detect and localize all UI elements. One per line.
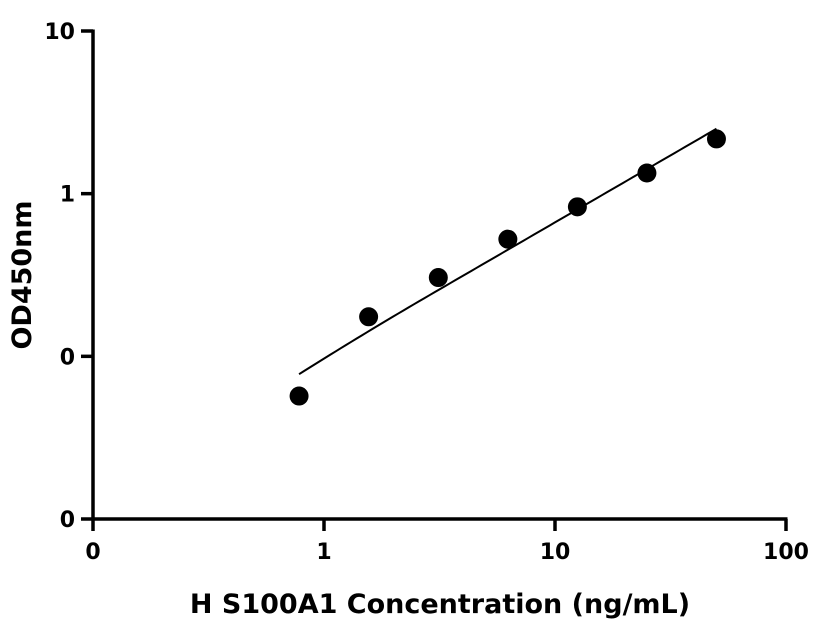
- x-tick-label-2: 10: [540, 540, 571, 565]
- data-point-4: [567, 197, 587, 217]
- data-point-2: [428, 268, 448, 288]
- x-tick-label-0: 0: [85, 540, 100, 565]
- data-points-layer: [289, 129, 726, 406]
- data-point-6: [706, 129, 726, 149]
- fit-curve-layer: [298, 127, 717, 376]
- fit-curve-0: [298, 127, 717, 376]
- data-point-3: [498, 229, 518, 249]
- y-tick-label-1: 0: [60, 345, 75, 370]
- x-tick-label-3: 100: [763, 540, 809, 565]
- data-point-1: [359, 307, 379, 327]
- y-tick-label-2: 1: [60, 183, 75, 208]
- y-tick-label-3: 10: [44, 20, 75, 45]
- x-axis-title: H S100A1 Concentration (ng/mL): [190, 589, 690, 620]
- x-tick-label-1: 1: [316, 540, 331, 565]
- data-point-0: [289, 386, 309, 406]
- data-point-5: [637, 163, 657, 183]
- y-axis-title: OD450nm: [7, 200, 38, 349]
- y-tick-label-0: 0: [60, 508, 75, 533]
